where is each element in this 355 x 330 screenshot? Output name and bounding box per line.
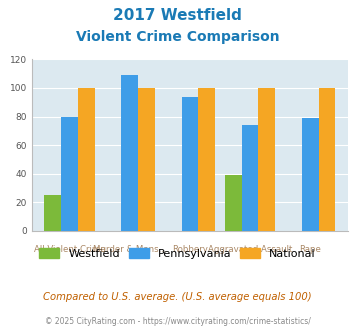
Legend: Westfield, Pennsylvania, National: Westfield, Pennsylvania, National (35, 244, 320, 263)
Bar (121, 75, 138, 231)
Text: Aggravated Assault: Aggravated Assault (208, 245, 292, 254)
Text: Rape: Rape (299, 245, 321, 254)
Bar (302, 118, 319, 231)
Text: © 2025 CityRating.com - https://www.cityrating.com/crime-statistics/: © 2025 CityRating.com - https://www.city… (45, 317, 310, 326)
Bar (258, 88, 275, 231)
Text: Robbery: Robbery (172, 245, 208, 254)
Text: Violent Crime Comparison: Violent Crime Comparison (76, 30, 279, 44)
Bar (138, 88, 155, 231)
Bar (61, 116, 78, 231)
Bar (44, 195, 61, 231)
Text: Compared to U.S. average. (U.S. average equals 100): Compared to U.S. average. (U.S. average … (43, 292, 312, 302)
Text: All Violent Crime: All Violent Crime (34, 245, 105, 254)
Bar (225, 175, 242, 231)
Bar (181, 97, 198, 231)
Text: 2017 Westfield: 2017 Westfield (113, 8, 242, 23)
Bar (319, 88, 335, 231)
Bar (78, 88, 95, 231)
Bar (198, 88, 215, 231)
Bar (242, 125, 258, 231)
Text: Murder & Mans...: Murder & Mans... (93, 245, 166, 254)
